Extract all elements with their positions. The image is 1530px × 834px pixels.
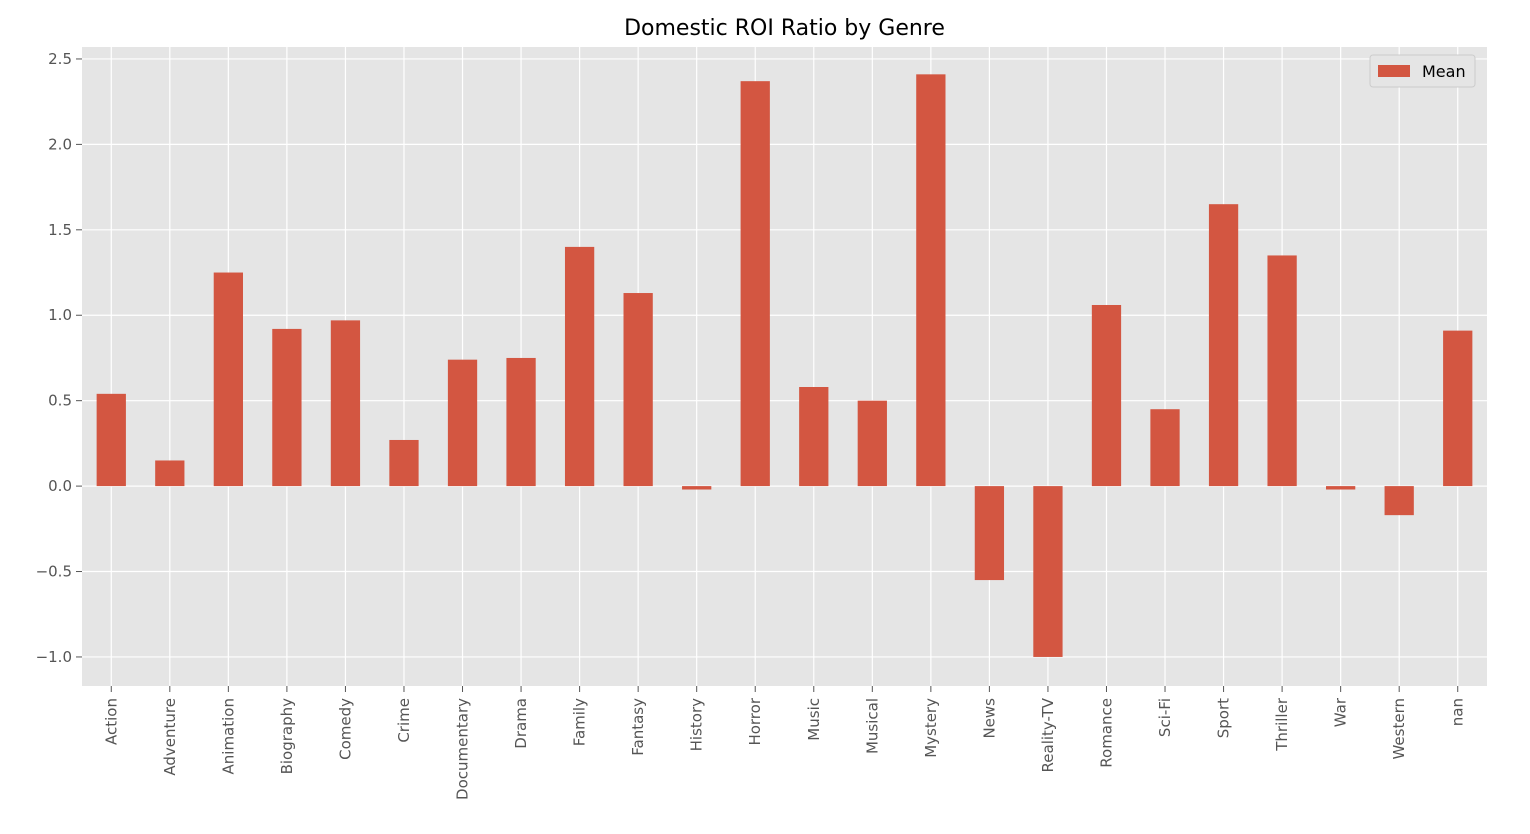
bars [96,74,1473,657]
x-tick-label: Reality-TV [1039,697,1057,772]
x-tick-label: Horror [746,697,764,745]
x-tick-label: Documentary [454,698,472,800]
y-axis-ticks: −1.0 −0.5 0.0 0.5 1.0 1.5 2.0 2.5 [36,50,82,666]
y-tick-label: 0.0 [48,477,72,495]
legend-box [1369,54,1476,88]
bar-mystery [916,74,946,487]
y-tick-label: 2.0 [48,135,72,153]
x-tick-label: Drama [512,698,530,749]
bar-family [564,246,595,487]
y-tick-label: 1.5 [48,221,72,239]
bar-history [682,486,712,490]
x-tick-label: Sport [1215,698,1233,738]
bar-romance [1091,304,1122,487]
y-tick-label: 0.5 [48,392,72,410]
bar-nan [1443,330,1473,487]
bar-crime [389,439,419,487]
y-tick-label: 1.0 [48,306,72,324]
x-tick-label: Mystery [922,698,940,758]
bar-comedy [330,320,361,487]
bar-horror [740,81,770,487]
x-tick-label: Comedy [336,698,354,760]
x-tick-label: nan [1449,698,1467,726]
x-tick-label: Family [571,698,589,746]
x-tick-label: Biography [278,698,296,775]
bar-animation [213,272,243,487]
bar-music [799,387,829,487]
y-tick-label: −0.5 [36,563,72,581]
bar-news [974,486,1005,581]
chart-title: Domestic ROI Ratio by Genre [624,16,945,41]
x-axis-ticks: Action Adventure Animation Biography Comedy C… [102,686,1467,800]
x-tick-label: Animation [219,698,237,774]
x-tick-label: Musical [863,698,881,754]
plot-area [82,47,1487,686]
y-tick-label: 2.5 [48,50,72,68]
bar-western [1384,486,1414,516]
bar-biography [272,328,302,487]
bar-adventure [155,460,185,487]
x-tick-label: Crime [395,698,413,743]
x-tick-label: War [1332,697,1350,727]
legend-swatch [1378,65,1410,77]
x-tick-label: Music [805,698,823,741]
y-tick-label: −1.0 [36,648,72,666]
x-tick-label: Western [1390,698,1408,760]
x-tick-label: Sci-Fi [1156,698,1174,737]
x-tick-label: Adventure [161,698,179,776]
bar-documentary [447,359,478,487]
x-tick-label: Romance [1097,698,1115,768]
bar-sport [1208,204,1239,487]
bar-sci-fi [1150,409,1180,487]
bar-war [1326,486,1356,490]
bar-action [96,393,126,487]
bar-musical [857,400,887,487]
bar-thriller [1267,255,1297,487]
bar-drama [506,357,536,487]
bar-fantasy [623,293,653,487]
x-tick-label: Fantasy [629,698,647,756]
x-tick-label: History [688,698,706,751]
bar-reality-tv [1033,486,1063,657]
x-tick-label: Action [102,698,120,745]
x-tick-label: News [980,698,998,739]
legend-label: Mean [1422,62,1466,81]
x-tick-label: Thriller [1273,697,1291,752]
legend: Mean [1369,54,1476,88]
